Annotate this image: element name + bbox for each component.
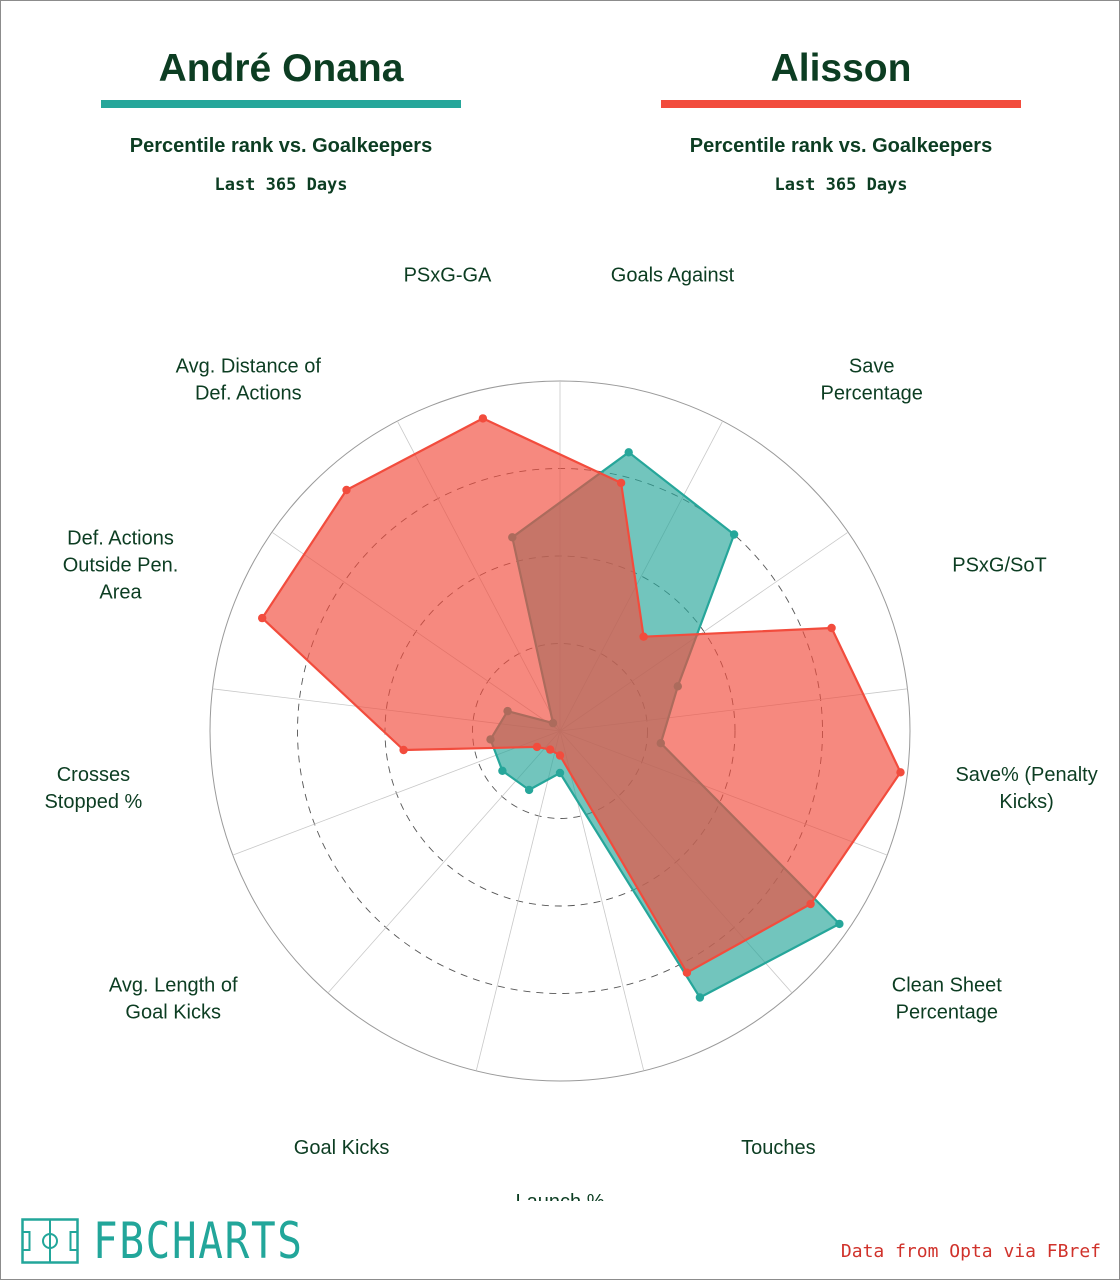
axis-label-line: Stopped %	[44, 791, 142, 813]
subtitle-alisson: Percentile rank vs. Goalkeepers	[689, 135, 993, 157]
axis-label-line: Area	[99, 581, 142, 603]
axis-label-line: Goal Kicks	[125, 1002, 221, 1024]
axis-label: Avg. Distance of Def. Actions	[176, 356, 322, 405]
axis-label-line: Avg. Length of	[109, 975, 238, 997]
axis-label: Def. Actions Outside Pen. Area	[63, 527, 179, 603]
data-point-alisson	[555, 751, 565, 760]
axis-label-line: Crosses	[57, 764, 130, 786]
axis-label: Goals Against	[611, 265, 735, 287]
data-point-alisson	[342, 485, 351, 495]
player-name-onana: André Onana	[158, 47, 404, 90]
period-alisson: Last 365 Days	[774, 175, 908, 195]
axis-label-line: Kicks)	[999, 791, 1053, 813]
axis-label-line: Def. Actions	[67, 527, 174, 549]
data-point-alisson	[546, 745, 555, 754]
data-point-alisson	[639, 632, 648, 641]
pitch-logo-icon	[21, 1218, 79, 1264]
axis-label: Touches	[741, 1137, 816, 1159]
data-point-onana	[524, 785, 534, 795]
axis-label-line: Outside Pen.	[63, 554, 179, 576]
axis-label: PSxG/SoT	[952, 554, 1046, 576]
data-point-onana	[835, 919, 844, 929]
axis-label-line: Save% (Penalty	[955, 764, 1097, 786]
data-point-alisson	[806, 899, 815, 909]
axis-label-line: Save	[849, 356, 895, 378]
axis-label: Save Percentage	[821, 356, 923, 405]
radar-chart: Goals Against Save Percentage PSxG/SoT Save%…	[44, 265, 1097, 1201]
grid-spoke	[475, 730, 561, 1071]
data-point-onana	[624, 448, 633, 457]
axis-label-line: Goals Against	[611, 265, 735, 287]
axis-label: Goal Kicks	[294, 1137, 390, 1159]
period-onana: Last 365 Days	[214, 175, 348, 195]
player-color-bar-alisson	[661, 100, 1021, 108]
data-point-alisson	[399, 745, 408, 755]
data-point-alisson	[258, 613, 267, 623]
data-point-alisson	[682, 968, 692, 977]
data-point-onana	[498, 766, 507, 775]
axis-label-line: Clean Sheet	[892, 975, 1003, 997]
brand-wordmark: FBCHARTS	[93, 1212, 304, 1270]
axis-label-line: Def. Actions	[195, 383, 302, 405]
axis-label-line: PSxG-GA	[404, 265, 492, 287]
axis-label-line: PSxG/SoT	[952, 554, 1046, 576]
data-point-onana	[555, 768, 565, 778]
data-point-onana	[695, 993, 705, 1002]
axis-label: Launch %	[516, 1191, 605, 1201]
series-area-alisson	[261, 417, 902, 974]
axis-label-line: Launch %	[516, 1191, 605, 1201]
player-color-bar-onana	[101, 100, 461, 108]
axis-label-line: Percentage	[821, 383, 923, 405]
subtitle-onana: Percentile rank vs. Goalkeepers	[129, 135, 433, 157]
axis-label-line: Percentage	[896, 1002, 998, 1024]
axis-label-line: Touches	[741, 1137, 816, 1159]
data-point-alisson	[827, 623, 836, 633]
axis-label-line: Avg. Distance of	[176, 356, 322, 378]
data-point-alisson	[616, 478, 626, 488]
axis-label: Save% (Penalty Kicks)	[955, 764, 1097, 813]
data-point-alisson	[532, 742, 542, 752]
axis-label: Crosses Stopped %	[44, 764, 142, 813]
player-header-alisson: Alisson Percentile rank vs. Goalkeepers …	[661, 41, 1021, 195]
data-point-onana	[729, 530, 739, 539]
axis-label-line: Goal Kicks	[294, 1137, 390, 1159]
player-header-onana: André Onana Percentile rank vs. Goalkeep…	[101, 41, 461, 195]
axis-label: PSxG-GA	[404, 265, 492, 287]
player-name-alisson: Alisson	[770, 47, 912, 90]
data-point-alisson	[478, 414, 488, 423]
data-source-note: Data from Opta via FBref	[840, 1241, 1101, 1262]
data-point-alisson	[896, 768, 905, 777]
axis-label: Clean Sheet Percentage	[892, 975, 1003, 1024]
axis-label: Avg. Length of Goal Kicks	[109, 975, 238, 1024]
radar-axis-labels: Goals Against Save Percentage PSxG/SoT Save%…	[44, 265, 1097, 1201]
radar-series	[258, 414, 905, 1002]
